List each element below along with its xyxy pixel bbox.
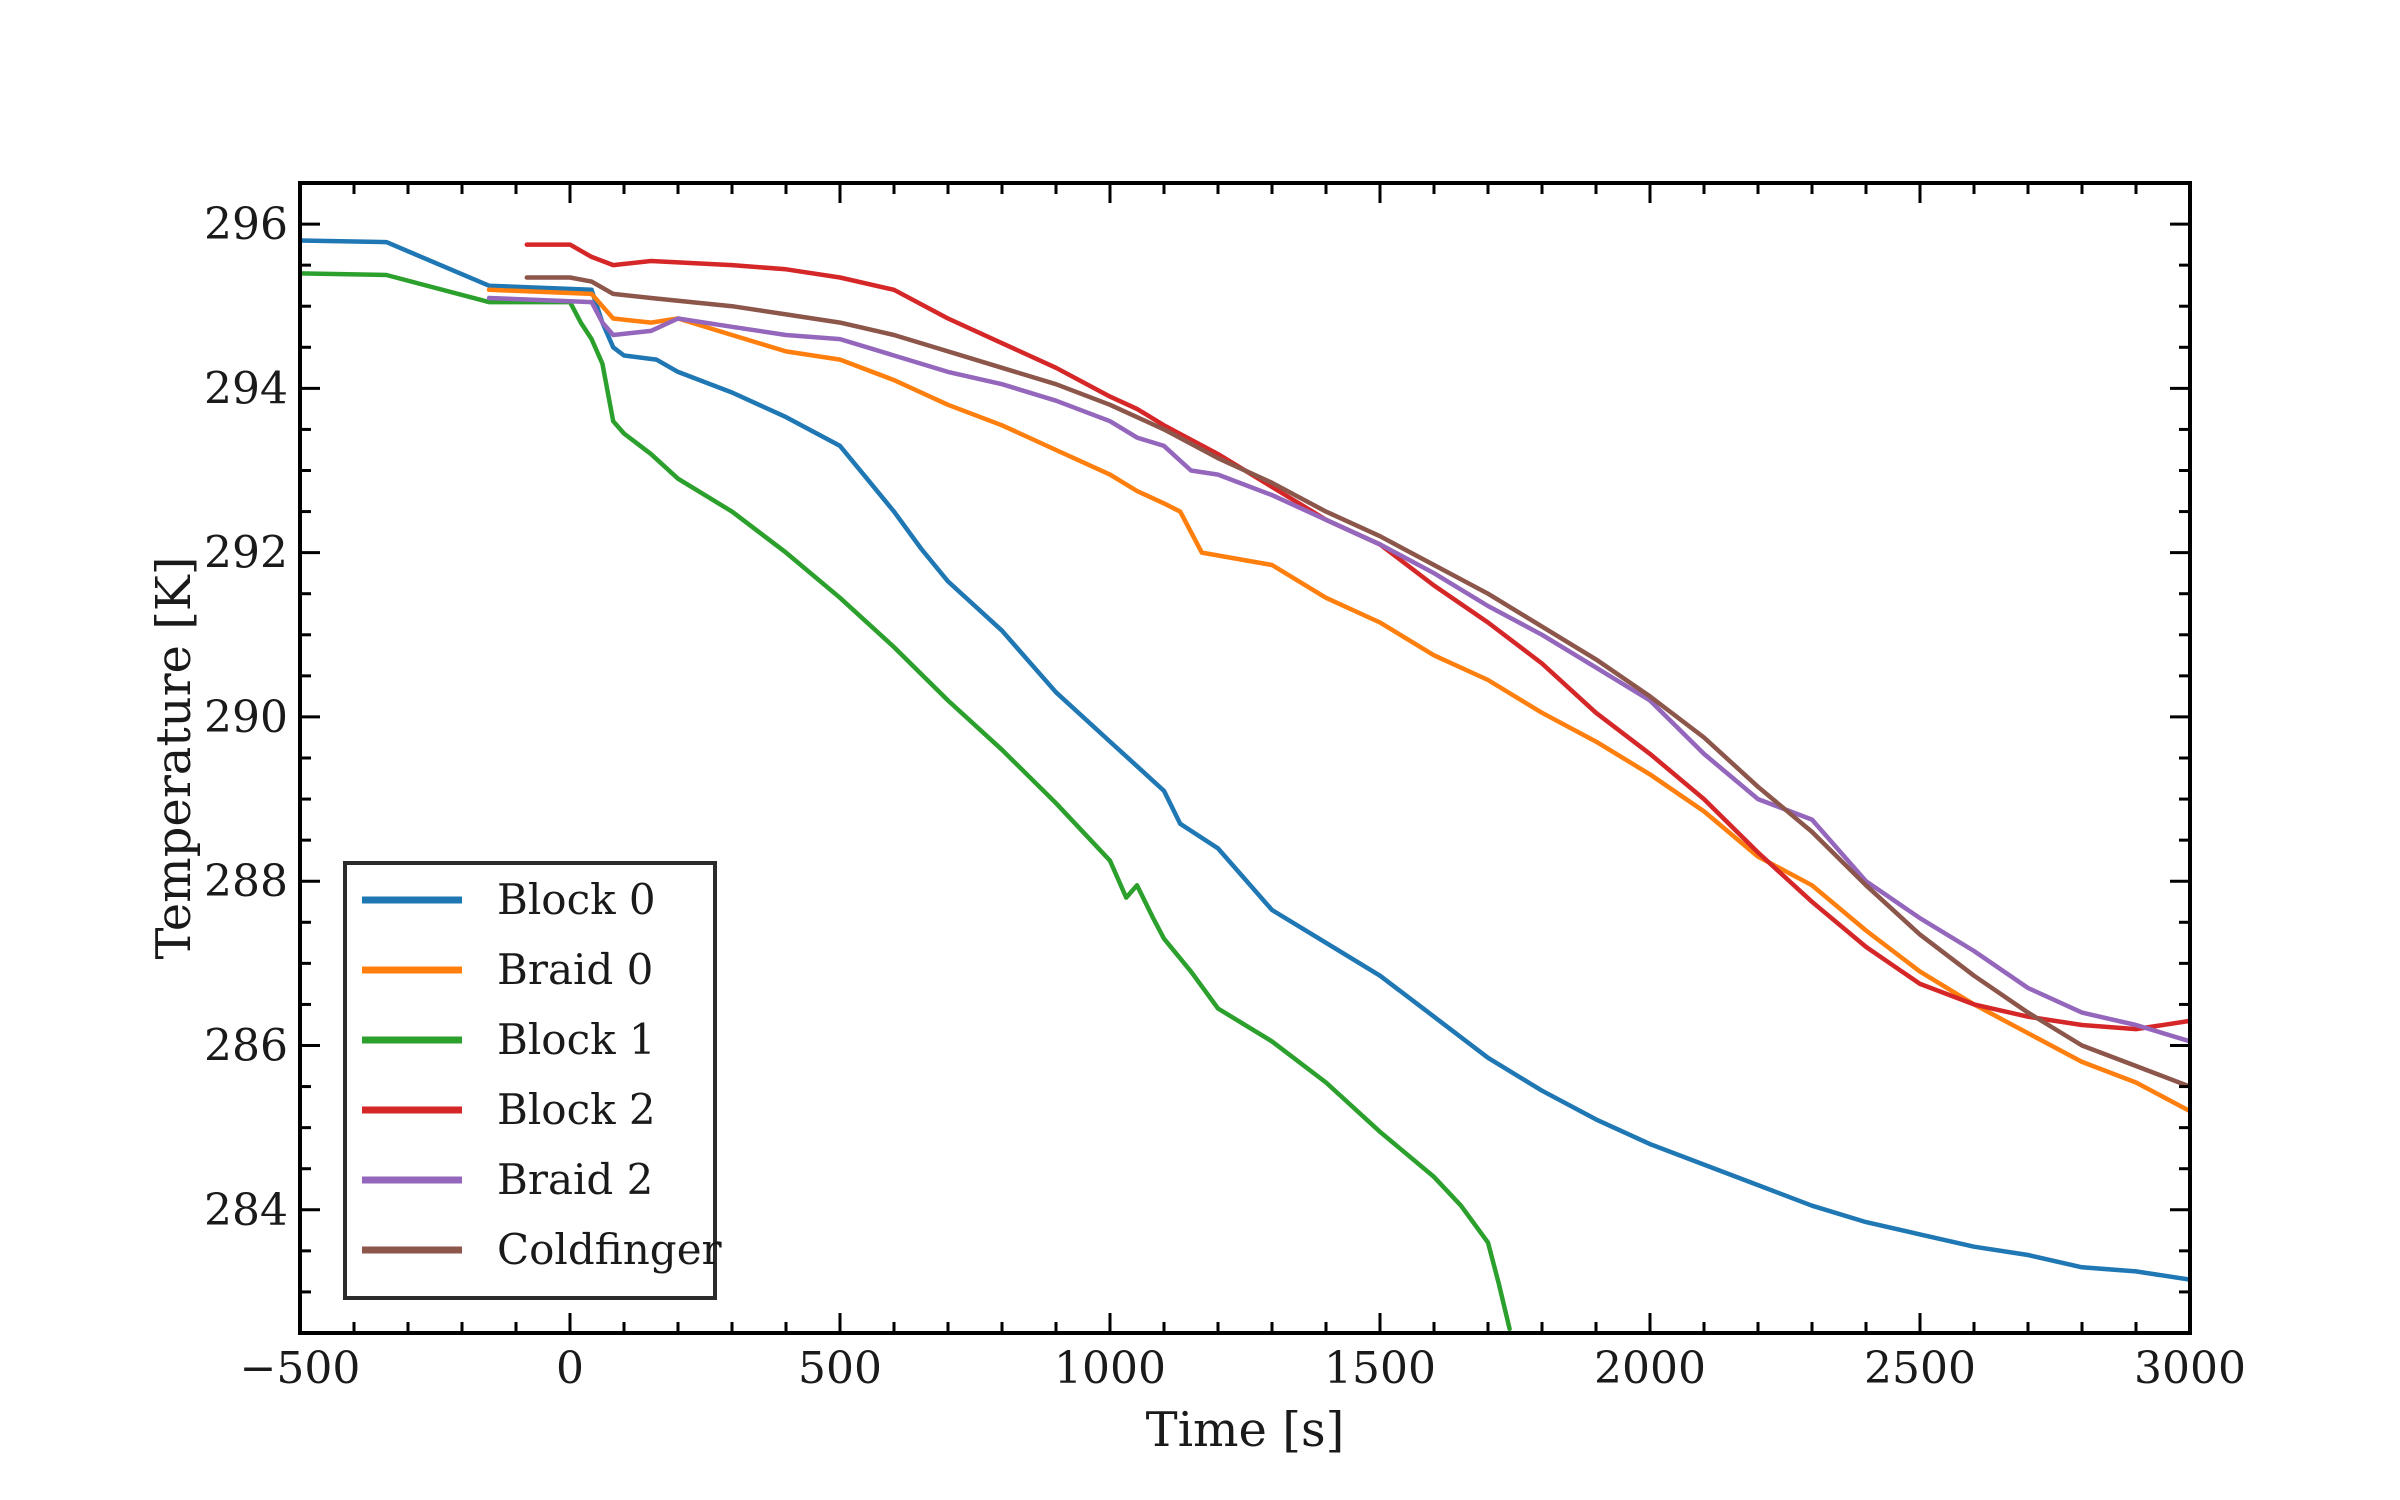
legend-box xyxy=(343,861,717,1300)
y-tick-label: 288 xyxy=(204,856,288,907)
series-line-block-2 xyxy=(524,242,2190,1032)
legend-label: Braid 2 xyxy=(497,1155,653,1204)
series-line-block-1 xyxy=(300,271,1512,1332)
series-line-braid-2 xyxy=(486,295,2190,1044)
y-tick-label: 296 xyxy=(204,199,288,250)
legend-label: Braid 0 xyxy=(497,945,653,994)
y-tick-label: 286 xyxy=(204,1021,288,1072)
legend-label: Block 1 xyxy=(497,1015,656,1064)
ticks-layer xyxy=(298,183,2192,1333)
x-tick-label: 500 xyxy=(798,1343,882,1394)
legend: Block 0 Braid 0 Block 1 Block 2 Braid 2 Coldf… xyxy=(343,861,723,1300)
legend-label: Block 0 xyxy=(497,875,656,924)
x-tick-label: 1000 xyxy=(1054,1343,1166,1394)
x-tick-label: 2000 xyxy=(1594,1343,1706,1394)
series-line-coldfinger xyxy=(524,275,2190,1089)
x-tick-label: 0 xyxy=(556,1343,584,1394)
x-tick-label: −500 xyxy=(240,1343,361,1394)
legend-label: Block 2 xyxy=(497,1085,656,1134)
series-line-braid-0 xyxy=(486,287,2190,1114)
x-tick-label: 1500 xyxy=(1324,1343,1436,1394)
series-line-block-0 xyxy=(300,238,2190,1282)
tick-labels-layer: −500 0 500 1000 1500 2000 2500 3000 284 286 288 290… xyxy=(204,199,2246,1394)
x-tick-label: 2500 xyxy=(1864,1343,1976,1394)
legend-entries: Block 0 Braid 0 Block 1 Block 2 Braid 2 Coldf… xyxy=(362,875,723,1274)
y-axis-label: Temperature [K] xyxy=(146,556,202,959)
x-axis-label: Time [s] xyxy=(1146,1402,1345,1458)
y-tick-label: 290 xyxy=(204,692,288,743)
y-tick-label: 284 xyxy=(204,1185,288,1236)
y-tick-label: 294 xyxy=(204,363,288,414)
series-layer xyxy=(300,238,2190,1332)
legend-label: Coldfinger xyxy=(497,1225,723,1274)
y-tick-label: 292 xyxy=(204,528,288,579)
x-tick-label: 3000 xyxy=(2134,1343,2246,1394)
